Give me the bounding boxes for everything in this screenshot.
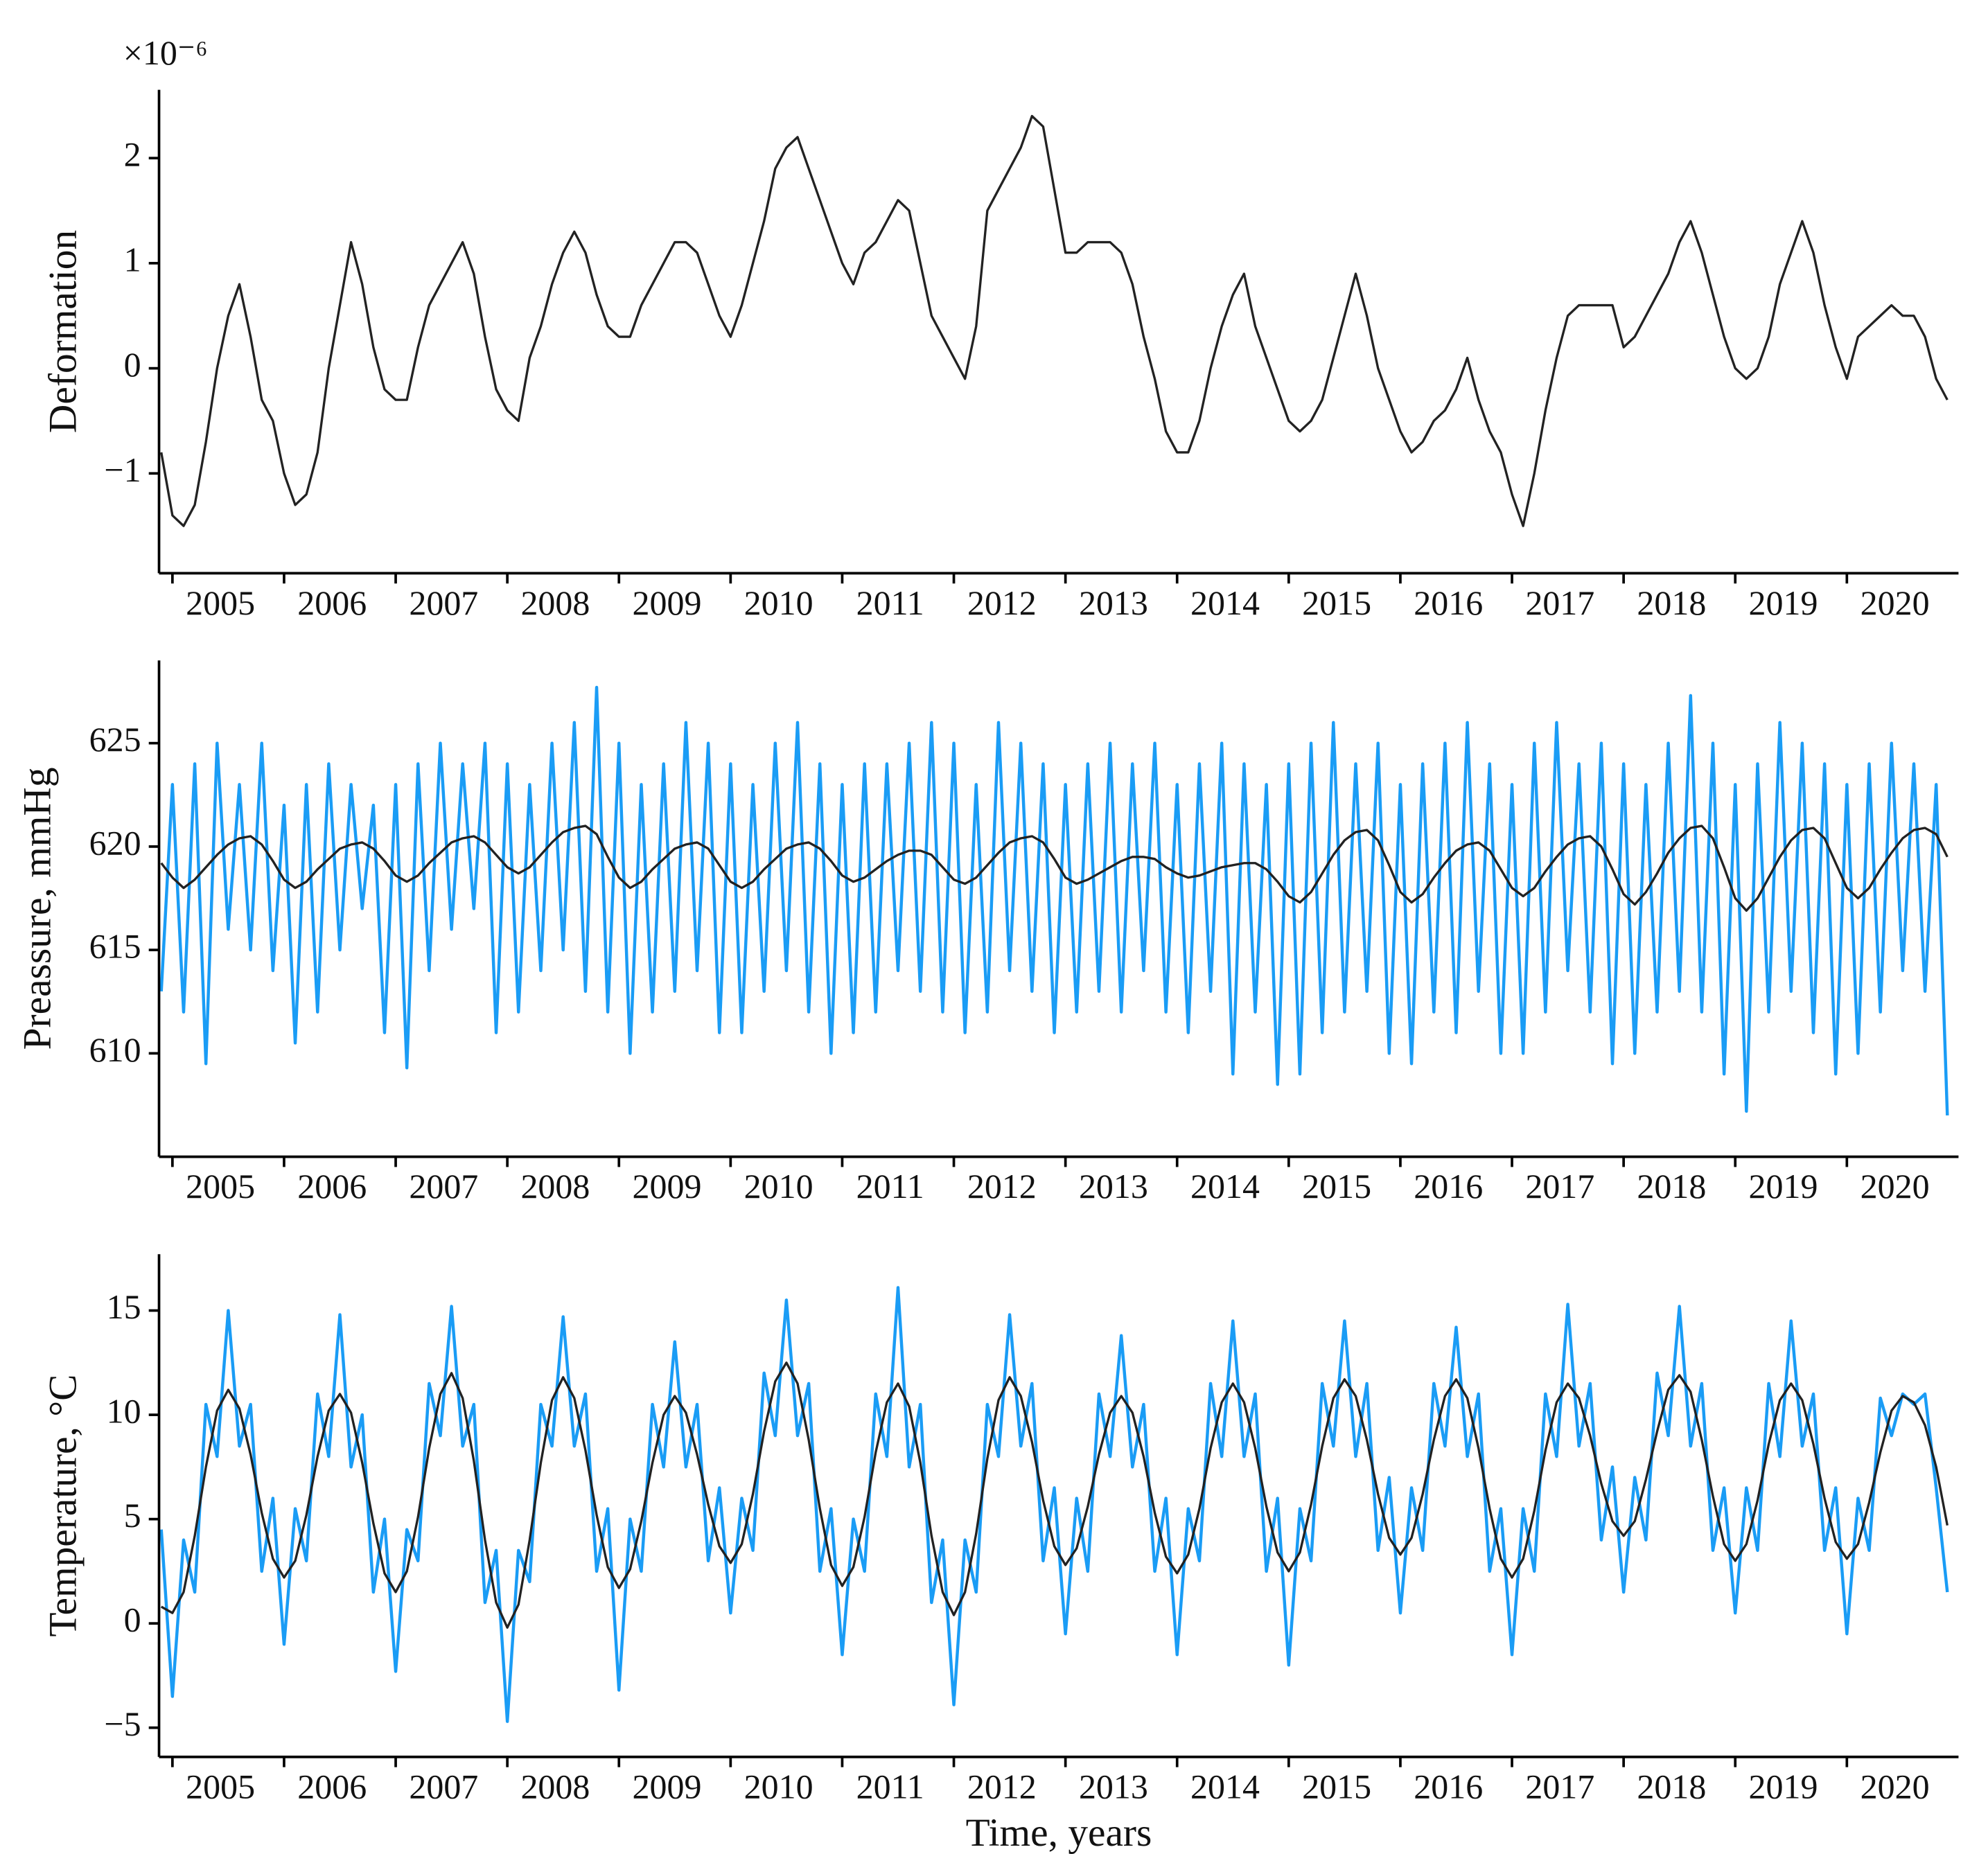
x-tick-label: 2012 [967, 1767, 1037, 1806]
x-tick-label: 2020 [1861, 583, 1930, 622]
x-tick-label: 2016 [1414, 1767, 1483, 1806]
x-tick-label: 2010 [744, 1767, 813, 1806]
x-tick-label: 2005 [186, 1767, 255, 1806]
x-tick-label: 2005 [186, 1167, 255, 1206]
x-tick-label: 2017 [1525, 1767, 1594, 1806]
y-tick-label: 10 [107, 1392, 141, 1431]
x-tick-label: 2009 [633, 1767, 702, 1806]
x-tick-label: 2016 [1414, 1167, 1483, 1206]
x-tick-label: 2020 [1861, 1167, 1930, 1206]
data-line [159, 685, 1949, 1115]
y-axis-label: Preassure, mmHg [15, 767, 59, 1050]
data-line [160, 114, 1949, 527]
x-tick-label: 2007 [409, 583, 478, 622]
y-multiplier: ×10⁻⁶ [123, 33, 208, 72]
x-tick-label: 2006 [297, 1767, 367, 1806]
x-tick-label: 2012 [967, 1167, 1037, 1206]
x-tick-label: 2011 [856, 583, 924, 622]
y-axis-label: Deformation [41, 230, 85, 433]
x-tick-label: 2010 [744, 583, 813, 622]
x-tick-label: 2015 [1302, 1167, 1371, 1206]
y-tick-label: 620 [89, 823, 141, 862]
x-tick-label: 2006 [297, 583, 367, 622]
data-line [160, 824, 1949, 912]
x-tick-label: 2015 [1302, 583, 1371, 622]
x-tick-label: 2018 [1637, 583, 1706, 622]
x-tick-label: 2019 [1749, 1167, 1818, 1206]
y-tick-label: −1 [104, 450, 141, 489]
x-tick-label: 2008 [520, 1167, 590, 1206]
x-tick-label: 2014 [1190, 1767, 1260, 1806]
x-tick-label: 2018 [1637, 1767, 1706, 1806]
x-tick-label: 2006 [297, 1167, 367, 1206]
y-tick-label: 5 [124, 1496, 141, 1535]
x-tick-label: 2018 [1637, 1167, 1706, 1206]
x-tick-label: 2016 [1414, 583, 1483, 622]
x-tick-label: 2013 [1079, 1767, 1148, 1806]
y-axis-label: Temperature, °C [41, 1375, 85, 1637]
x-tick-label: 2011 [856, 1767, 924, 1806]
y-tick-label: 0 [124, 1600, 141, 1639]
data-line [159, 1286, 1949, 1723]
y-tick-label: 0 [124, 345, 141, 384]
x-tick-label: 2008 [520, 1767, 590, 1806]
x-tick-label: 2014 [1190, 1167, 1260, 1206]
x-tick-label: 2019 [1749, 583, 1818, 622]
x-tick-label: 2005 [186, 583, 255, 622]
y-tick-label: 625 [89, 720, 141, 759]
y-tick-label: −5 [104, 1704, 141, 1743]
x-tick-label: 2020 [1861, 1767, 1930, 1806]
y-tick-label: 1 [124, 240, 141, 279]
x-tick-label: 2007 [409, 1167, 478, 1206]
y-tick-label: 615 [89, 927, 141, 966]
x-axis-label: Time, years [966, 1811, 1152, 1854]
x-tick-label: 2011 [856, 1167, 924, 1206]
x-tick-label: 2007 [409, 1767, 478, 1806]
x-tick-label: 2015 [1302, 1767, 1371, 1806]
x-tick-label: 2009 [633, 1167, 702, 1206]
y-tick-label: 2 [124, 135, 141, 174]
y-tick-label: 610 [89, 1030, 141, 1069]
y-tick-label: 15 [107, 1287, 141, 1326]
x-tick-label: 2010 [744, 1167, 813, 1206]
x-tick-label: 2009 [633, 583, 702, 622]
x-tick-label: 2017 [1525, 1167, 1594, 1206]
x-tick-label: 2019 [1749, 1767, 1818, 1806]
x-tick-label: 2013 [1079, 583, 1148, 622]
x-tick-label: 2013 [1079, 1167, 1148, 1206]
x-tick-label: 2014 [1190, 583, 1260, 622]
x-tick-label: 2012 [967, 583, 1037, 622]
x-tick-label: 2017 [1525, 583, 1594, 622]
data-line [160, 1361, 1949, 1629]
x-tick-label: 2008 [520, 583, 590, 622]
